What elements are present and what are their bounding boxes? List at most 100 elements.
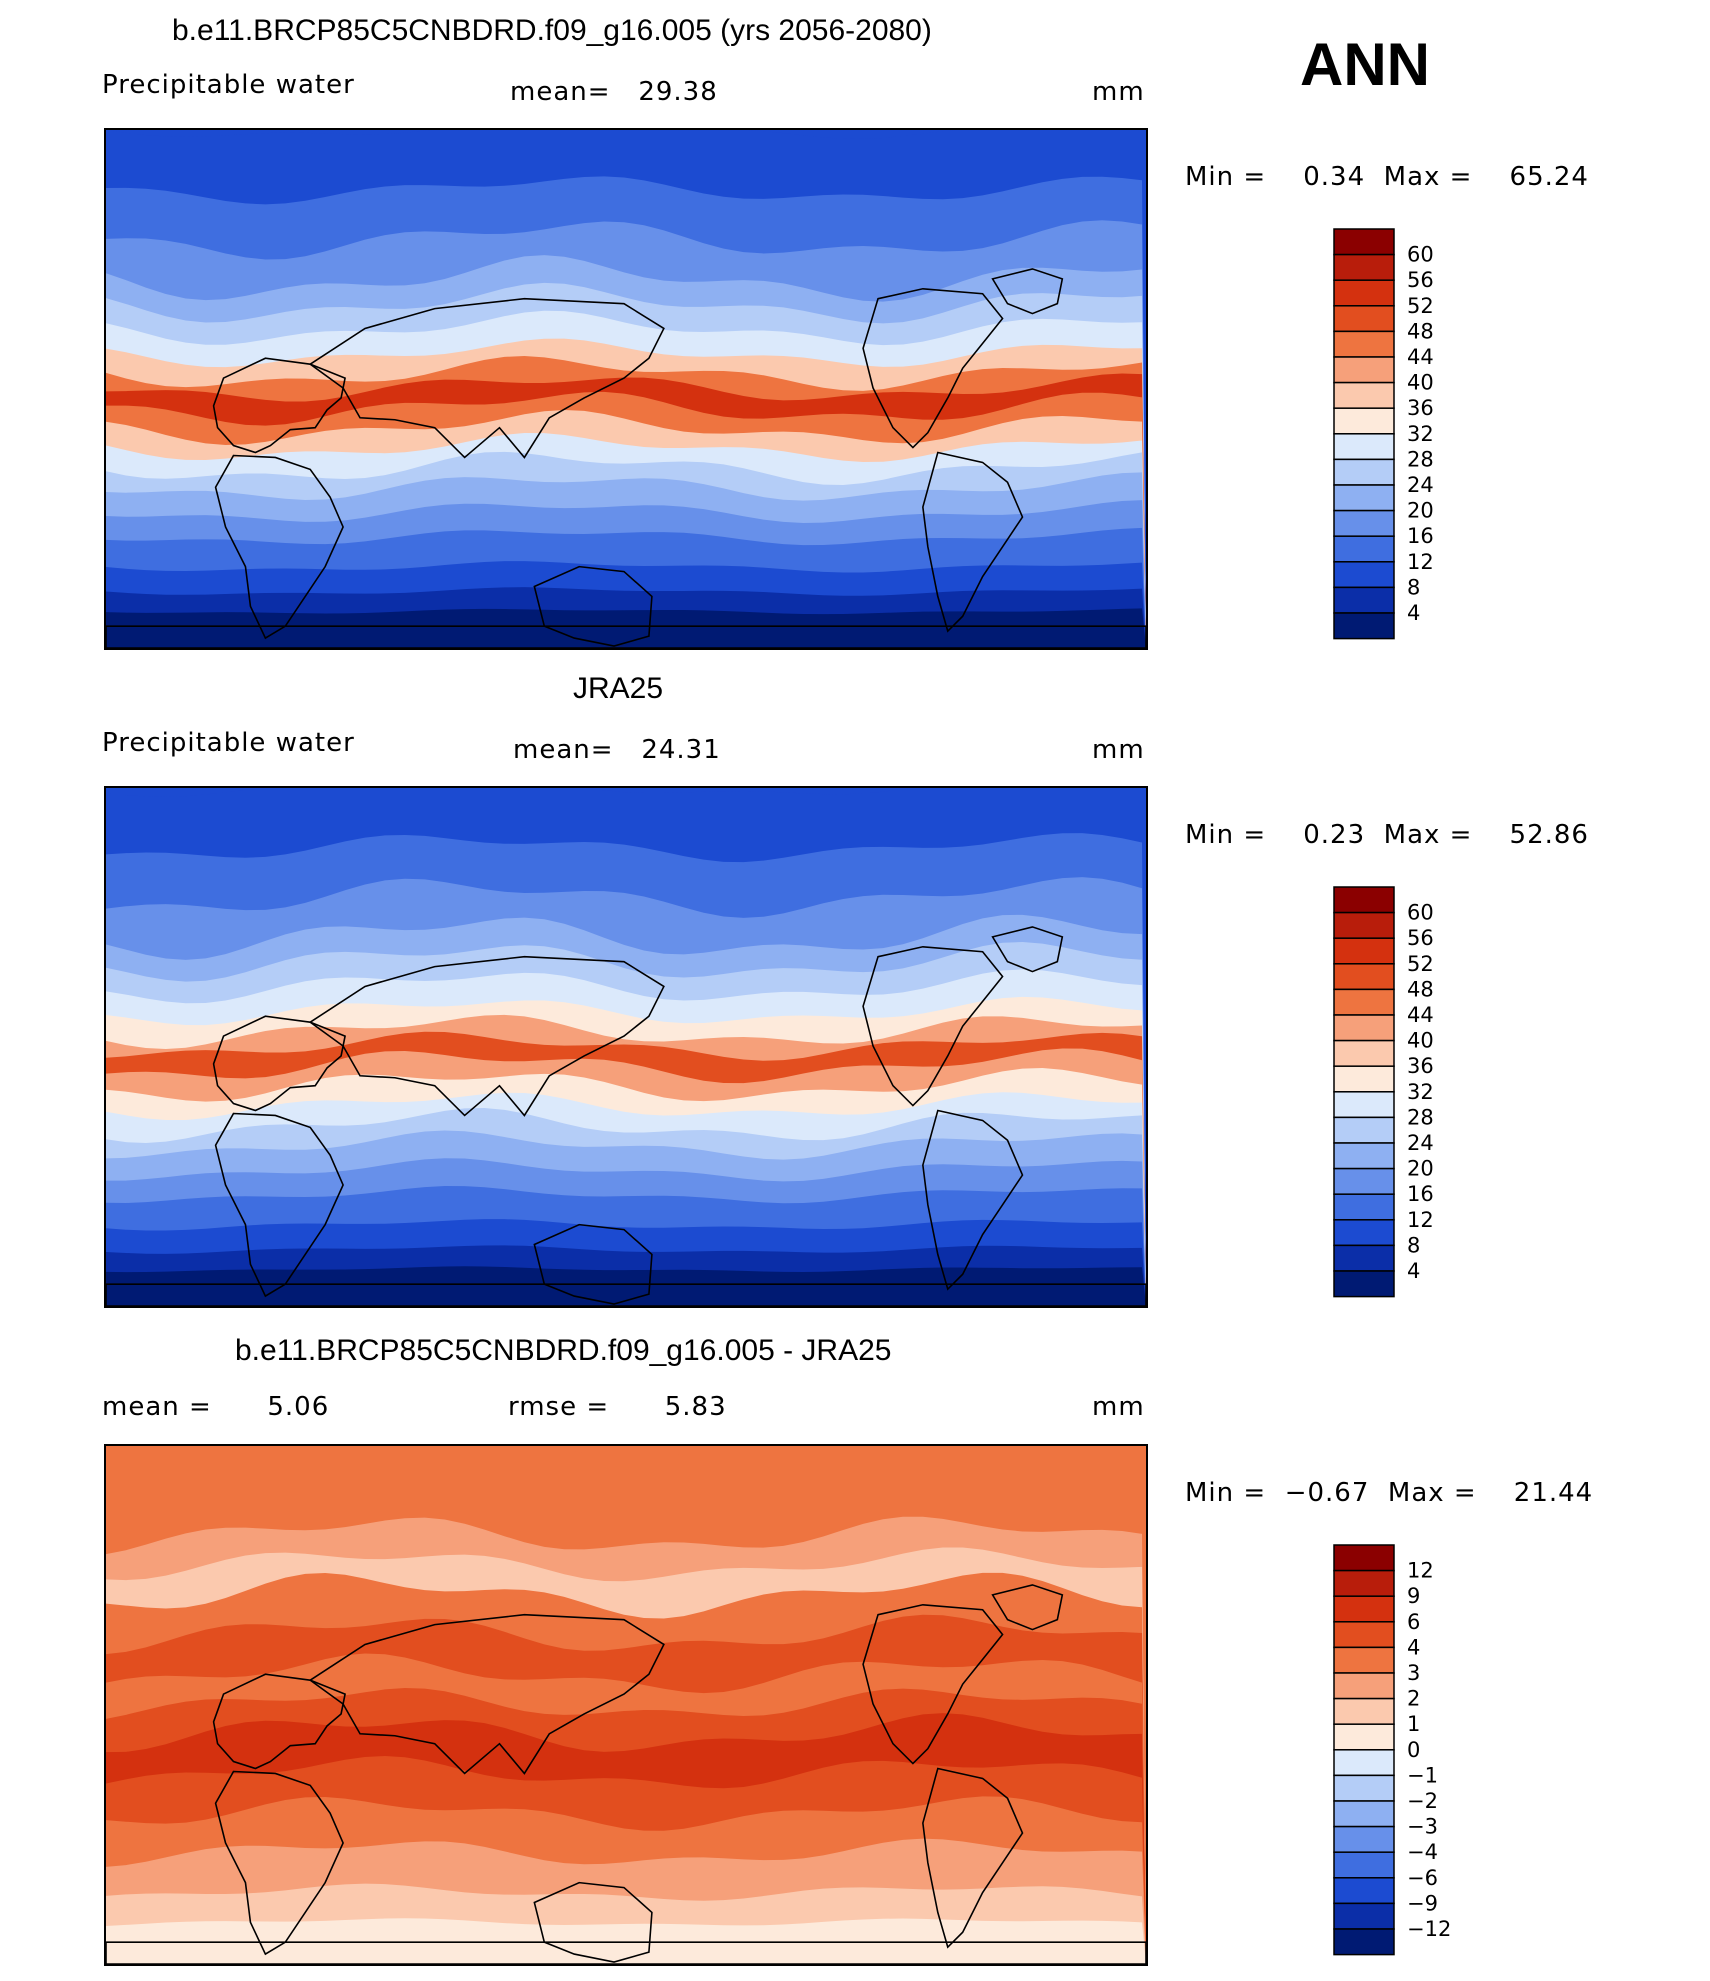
colorbar-swatch xyxy=(1333,1800,1395,1828)
panel-2-variable-label: Precipitable water xyxy=(102,728,355,758)
colorbar-tick-label: 60 xyxy=(1407,901,1434,925)
coastline xyxy=(533,565,653,647)
colorbar-swatch xyxy=(1333,988,1395,1016)
panel-1-title: b.e11.BRCP85C5CNBDRD.f09_g16.005 (yrs 20… xyxy=(172,14,932,47)
panel-3-map xyxy=(104,1444,1148,1966)
colorbar-swatch xyxy=(1333,1774,1395,1802)
colorbar-tick-label: 0 xyxy=(1407,1738,1420,1762)
coastline xyxy=(106,625,1146,648)
colorbar-swatch xyxy=(1333,612,1395,640)
colorbar-swatch xyxy=(1333,305,1395,333)
coastline xyxy=(212,357,346,454)
colorbar-tick-label: 12 xyxy=(1407,1208,1434,1232)
colorbar-tick-label: 24 xyxy=(1407,1131,1434,1155)
colorbar-swatch xyxy=(1333,963,1395,991)
coastline xyxy=(214,1770,344,1956)
colorbar-tick-label: 24 xyxy=(1407,473,1434,497)
colorbar-tick-label: 40 xyxy=(1407,1029,1434,1053)
colorbar-tick-label: 9 xyxy=(1407,1584,1420,1608)
colorbar-tick-label: 56 xyxy=(1407,268,1434,292)
colorbar-tick-label: 28 xyxy=(1407,447,1434,471)
colorbar-tick-label: −12 xyxy=(1407,1917,1451,1941)
colorbar-swatch xyxy=(1333,1142,1395,1170)
colorbar-tick-label: 56 xyxy=(1407,926,1434,950)
colorbar-tick-label: 60 xyxy=(1407,243,1434,267)
colorbar-tick-label: 20 xyxy=(1407,499,1434,523)
colorbar-swatch xyxy=(1333,1672,1395,1700)
colorbar-swatch xyxy=(1333,1646,1395,1674)
panel-1-units: mm xyxy=(1092,77,1145,107)
coastline xyxy=(991,926,1064,973)
colorbar-swatch xyxy=(1333,1851,1395,1879)
contour-band xyxy=(106,608,1146,648)
colorbar-swatch xyxy=(1333,253,1395,281)
colorbar-swatch xyxy=(1333,535,1395,563)
colorbar-tick-label: 32 xyxy=(1407,422,1434,446)
colorbar-tick-label: 44 xyxy=(1407,345,1434,369)
colorbar-swatch xyxy=(1333,911,1395,939)
panel-1-colorbar: 60 56 52 48 44 40 36 32 28 24 20 16 12 8 4 xyxy=(1333,228,1483,647)
colorbar-swatch xyxy=(1333,1091,1395,1119)
colorbar-swatch xyxy=(1333,1270,1395,1298)
coastline xyxy=(308,1613,665,1775)
coastline xyxy=(214,1112,344,1298)
colorbar-swatch xyxy=(1333,1039,1395,1067)
colorbar-tick-label: 32 xyxy=(1407,1080,1434,1104)
colorbar-swatch xyxy=(1333,279,1395,307)
coastline xyxy=(106,1283,1146,1306)
colorbar-tick-label: 16 xyxy=(1407,524,1434,548)
coastline xyxy=(922,451,1024,633)
panel-1-map xyxy=(104,128,1148,650)
colorbar-tick-label: 8 xyxy=(1407,1233,1420,1257)
colorbar-swatch xyxy=(1333,1749,1395,1777)
colorbar-swatch xyxy=(1333,484,1395,512)
panel-2-units: mm xyxy=(1092,735,1145,765)
colorbar-tick-label: 8 xyxy=(1407,575,1420,599)
colorbar-tick-label: 3 xyxy=(1407,1661,1420,1685)
colorbar-tick-label: 4 xyxy=(1407,1259,1420,1283)
coastline xyxy=(922,1767,1024,1949)
panel-2-mean-label: mean= 24.31 xyxy=(513,735,721,765)
colorbar-swatch xyxy=(1333,407,1395,435)
coastline xyxy=(862,287,1004,449)
panel-1-mean-label: mean= 29.38 xyxy=(510,77,718,107)
panel-3-title: b.e11.BRCP85C5CNBDRD.f09_g16.005 - JRA25 xyxy=(235,1334,892,1367)
colorbar-tick-label: 12 xyxy=(1407,550,1434,574)
colorbar-tick-label: 16 xyxy=(1407,1182,1434,1206)
panel-1-minmax: Min = 0.34 Max = 65.24 xyxy=(1185,162,1589,192)
panel-1-variable-label: Precipitable water xyxy=(102,70,355,100)
coastline xyxy=(862,945,1004,1107)
colorbar-tick-label: 4 xyxy=(1407,1635,1420,1659)
colorbar-tick-label: 52 xyxy=(1407,952,1434,976)
panel-2-title: JRA25 xyxy=(573,672,664,705)
colorbar-swatch xyxy=(1333,433,1395,461)
colorbar-swatch xyxy=(1333,1877,1395,1905)
panel-3-colorbar: 12 9 6 4 3 2 1 0 −1 −2 −3 −4 −6 −9 −12 xyxy=(1333,1544,1483,1963)
panel-3-rmse-label: rmse = 5.83 xyxy=(508,1392,727,1422)
colorbar-tick-label: −3 xyxy=(1407,1815,1438,1839)
coastline xyxy=(991,1584,1064,1631)
colorbar-swatch xyxy=(1333,1902,1395,1930)
coastline xyxy=(533,1881,653,1963)
colorbar-swatch xyxy=(1333,1167,1395,1195)
colorbar-swatch xyxy=(1333,458,1395,486)
colorbar-tick-label: 20 xyxy=(1407,1157,1434,1181)
colorbar-swatch xyxy=(1333,1065,1395,1093)
colorbar-tick-label: −4 xyxy=(1407,1840,1438,1864)
colorbar-swatch xyxy=(1333,381,1395,409)
coastline xyxy=(212,1015,346,1112)
colorbar-swatch xyxy=(1333,1697,1395,1725)
panel-2-minmax: Min = 0.23 Max = 52.86 xyxy=(1185,820,1589,850)
colorbar-swatch xyxy=(1333,1219,1395,1247)
colorbar-tick-label: 44 xyxy=(1407,1003,1434,1027)
coastline xyxy=(308,297,665,459)
colorbar-tick-label: −1 xyxy=(1407,1763,1438,1787)
colorbar-swatch xyxy=(1333,886,1395,914)
colorbar-swatch xyxy=(1333,1116,1395,1144)
coastline xyxy=(308,955,665,1117)
coastline xyxy=(922,1109,1024,1291)
colorbar-tick-label: −2 xyxy=(1407,1789,1438,1813)
panel-2-colorbar: 60 56 52 48 44 40 36 32 28 24 20 16 12 8 4 xyxy=(1333,886,1483,1305)
colorbar-swatch xyxy=(1333,1595,1395,1623)
season-label: ANN xyxy=(1300,31,1430,98)
